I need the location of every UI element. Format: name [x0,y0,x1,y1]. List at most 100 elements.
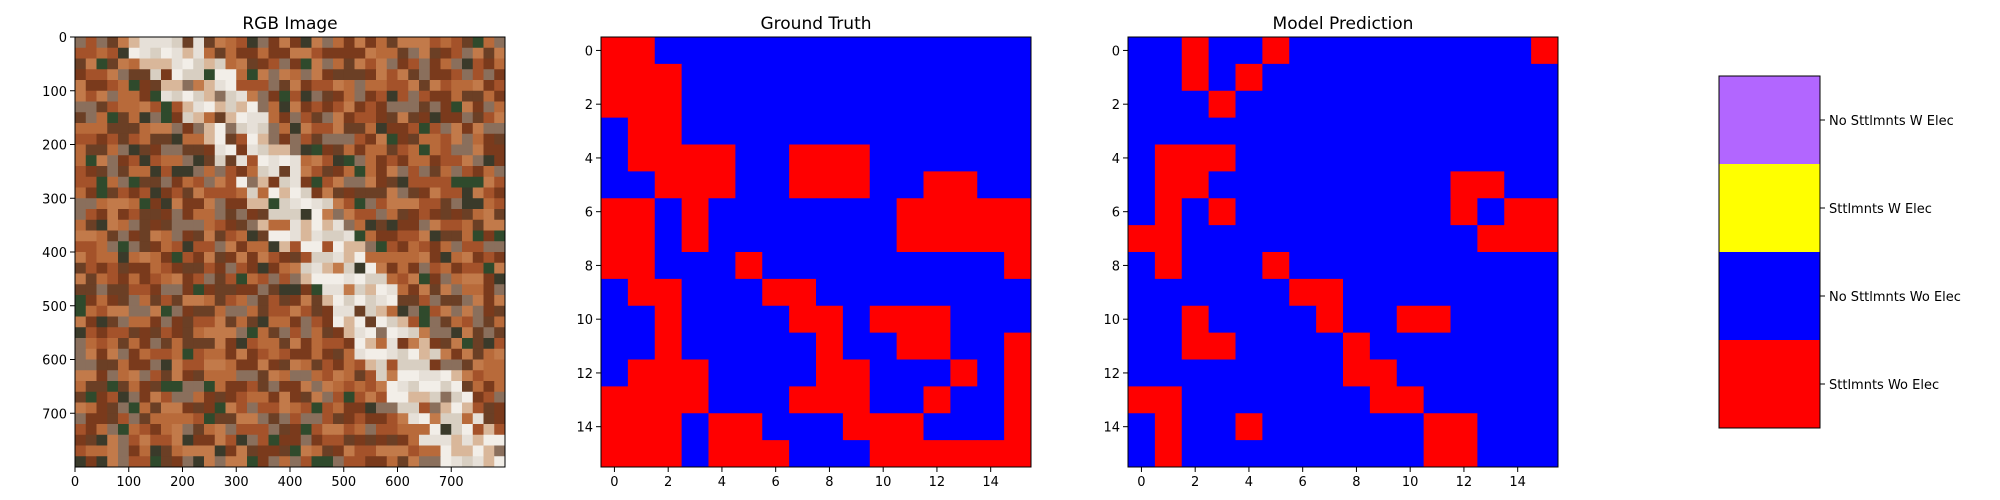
image-pixel [257,144,269,156]
image-pixel [472,295,484,307]
image-pixel [311,80,323,92]
image-pixel [96,230,108,242]
image-pixel [408,284,420,296]
image-pixel [440,155,452,167]
image-pixel [322,90,334,102]
heatmap-cell [1235,305,1263,334]
image-pixel [365,123,377,135]
image-pixel [236,295,248,307]
image-pixel [171,262,183,274]
image-pixel [236,166,248,178]
heatmap-cell [1504,440,1532,468]
image-pixel [257,456,269,468]
image-pixel [107,284,119,296]
image-pixel [376,209,388,221]
image-pixel [204,241,216,253]
heatmap-cell [708,37,736,65]
image-pixel [268,434,280,446]
image-pixel [290,69,302,81]
image-pixel [333,305,345,317]
y-tick-label: 12 [576,367,593,382]
image-pixel [247,219,259,231]
image-pixel [225,445,237,457]
heatmap-cell [735,413,763,441]
image-pixel [462,413,474,425]
image-pixel [107,434,119,446]
heatmap-cell [950,386,978,414]
image-pixel [386,155,398,167]
image-pixel [85,305,97,317]
image-pixel [290,370,302,382]
heatmap-cell [977,332,1005,360]
image-pixel [161,80,173,92]
heatmap-cell [1128,359,1156,387]
image-pixel [440,112,452,124]
image-pixel [311,155,323,167]
image-pixel [128,90,140,102]
image-pixel [440,284,452,296]
image-pixel [462,359,474,371]
heatmap-cell [1154,413,1183,441]
image-pixel [107,381,119,393]
image-pixel [343,144,355,156]
image-pixel [494,198,506,210]
image-pixel [247,424,259,436]
image-pixel [193,305,205,317]
heatmap-cell [950,413,978,441]
image-pixel [150,209,162,221]
image-pixel [483,413,495,425]
x-tick-label: 0 [610,475,618,490]
heatmap-cell [627,386,656,414]
image-pixel [225,391,237,403]
image-pixel [451,434,463,446]
x-tick-label: 200 [170,475,195,490]
image-pixel [96,424,108,436]
image-pixel [85,133,97,145]
image-pixel [376,402,388,414]
image-pixel [472,424,484,436]
image-pixel [408,424,420,436]
image-pixel [225,166,237,178]
image-pixel [429,424,441,436]
heatmap-cell [977,198,1005,226]
image-pixel [75,348,87,360]
image-pixel [397,456,409,468]
image-pixel [472,305,484,317]
image-pixel [128,370,140,382]
image-pixel [429,338,441,350]
heatmap-cell [601,63,629,92]
heatmap-cell [1450,386,1478,414]
heatmap-cell [654,90,683,119]
heatmap-cell [1208,332,1236,360]
heatmap-cell [977,171,1005,199]
image-pixel [290,359,302,371]
image-pixel [311,359,323,371]
image-pixel [386,434,398,446]
image-pixel [343,198,355,210]
image-pixel [128,144,140,156]
image-pixel [365,198,377,210]
image-pixel [472,262,484,274]
image-pixel [354,230,366,242]
heatmap-cell [654,305,683,334]
image-pixel [75,187,87,199]
heatmap-cell [1262,37,1290,65]
image-pixel [451,187,463,199]
image-pixel [376,90,388,102]
image-pixel [96,434,108,446]
image-pixel [386,80,398,92]
image-pixel [386,176,398,188]
image-pixel [193,90,205,102]
image-pixel [257,198,269,210]
heatmap-cell [627,144,656,172]
image-pixel [429,166,441,178]
image-pixel [333,316,345,328]
image-pixel [150,391,162,403]
image-pixel [397,123,409,135]
image-pixel [322,58,334,70]
image-pixel [107,445,119,457]
image-pixel [440,359,452,371]
image-pixel [376,198,388,210]
heatmap-cell [1343,171,1371,199]
image-pixel [257,413,269,425]
